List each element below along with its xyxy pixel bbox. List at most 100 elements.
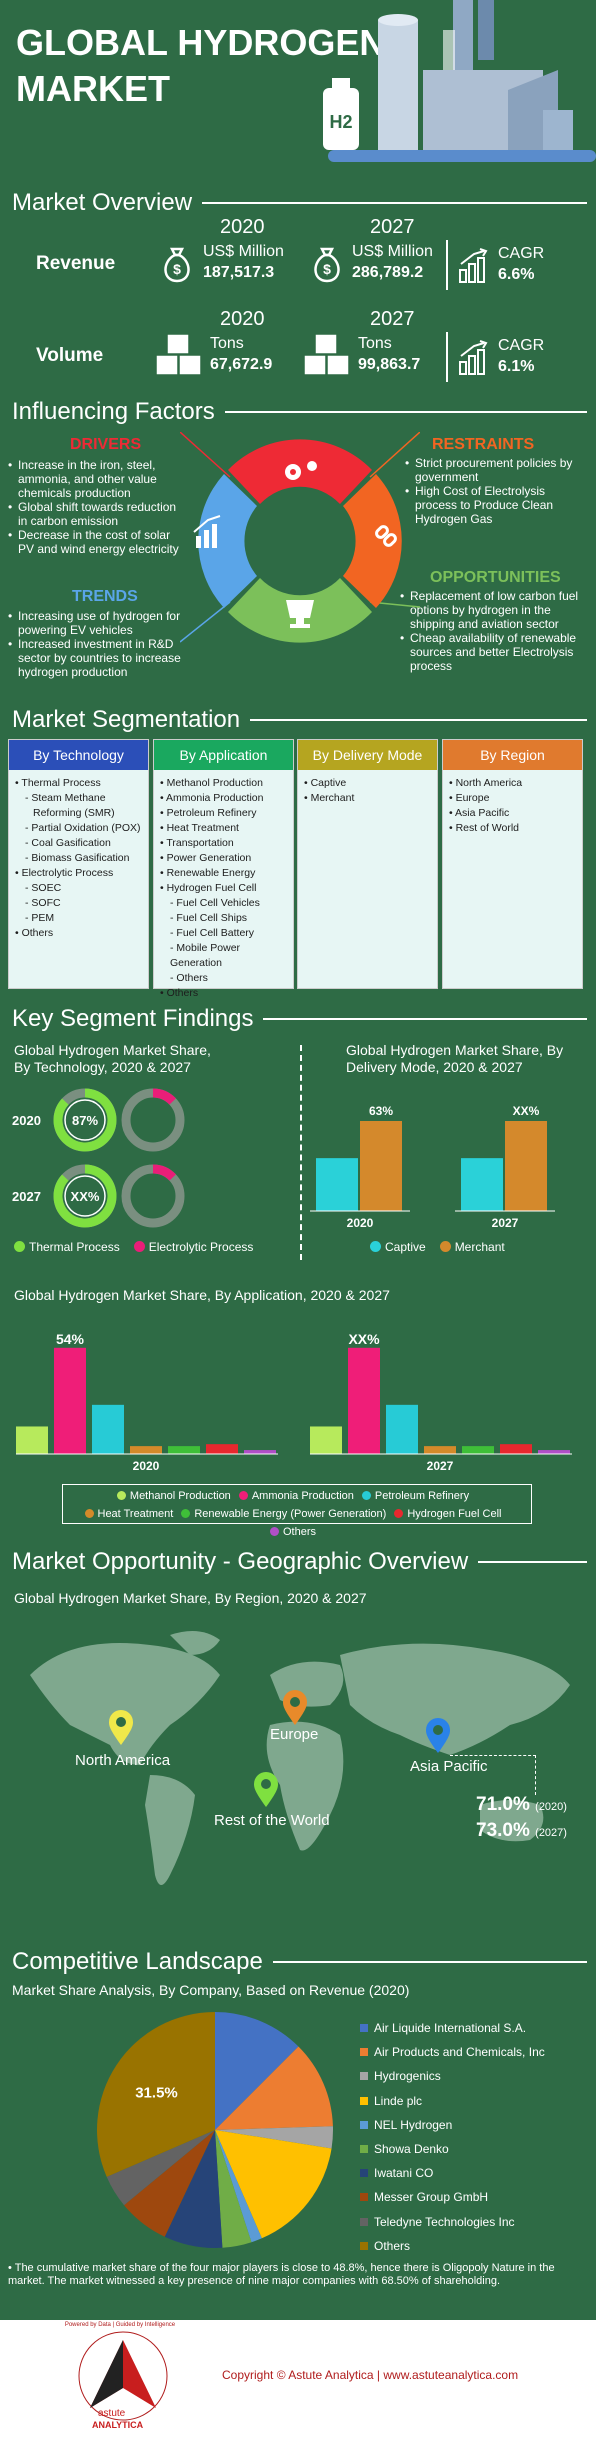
revenue-label: Revenue (36, 253, 116, 274)
legend-item: Showa Denko (360, 2137, 545, 2161)
delivery-legend: Captive Merchant (370, 1240, 519, 1254)
legend-item: Captive (370, 1240, 426, 1254)
vol-year-2027: 2027 (370, 308, 415, 330)
asia-shape (340, 1643, 570, 1755)
pie-label: 31.5% (135, 2085, 178, 2102)
segment-box-header: By Region (443, 740, 582, 770)
divider (202, 202, 587, 204)
divider (250, 719, 587, 721)
application-bar (92, 1404, 124, 1454)
footer-copyright[interactable]: Copyright © Astute Analytica | www.astut… (222, 2368, 519, 2382)
trend-item: Increased investment in R&D sector by co… (8, 637, 188, 679)
legend-item: Others (269, 1526, 316, 1538)
influencing-factors-title: Influencing Factors (12, 398, 587, 426)
tech-donut-chart: 2020 87% 2027 XX% (12, 1088, 185, 1228)
segment-item: Others (15, 926, 142, 941)
application-bar (462, 1446, 494, 1454)
segment-item: Ammonia Production (160, 791, 287, 806)
money-bag-icon-2027: $ (314, 247, 340, 283)
south-america-shape (145, 1775, 195, 1885)
application-bar (386, 1404, 418, 1454)
application-bar (244, 1450, 276, 1454)
money-bag-icon: $ (164, 247, 190, 283)
restraint-item: High Cost of Electrolysis process to Pro… (405, 484, 585, 526)
region-chart-title: Global Hydrogen Market Share, By Region,… (14, 1590, 367, 1606)
segment-item: Heat Treatment (160, 821, 287, 836)
divider (263, 1018, 587, 1020)
factory-illustration: H2 (323, 0, 596, 162)
asia-share-2020-year: (2020) (535, 1801, 567, 1813)
segment-item: Petroleum Refinery (160, 806, 287, 821)
astute-logo-icon (78, 2331, 168, 2421)
driver-item: Global shift towards reduction in carbon… (8, 500, 188, 528)
restraints-title: RESTRAINTS (432, 436, 535, 453)
drivers-list: Increase in the iron, steel, ammonia, an… (8, 458, 188, 556)
application-category-label: 2020 (133, 1459, 160, 1473)
legend-item: Heat Treatment (84, 1508, 173, 1520)
pie-slice (164, 2130, 223, 2248)
boxes-icon-2027 (303, 333, 350, 376)
header-title: GLOBAL HYDROGEN MARKET (16, 20, 385, 112)
legend-item: NEL Hydrogen (360, 2113, 545, 2137)
world-map (30, 1631, 570, 1885)
asia-share-2027-year: (2027) (535, 1827, 567, 1839)
delivery-bar (360, 1121, 402, 1211)
delivery-bar (316, 1158, 358, 1211)
factory-chimney (453, 0, 473, 70)
application-bar-chart: 54% 2020 XX% 2027 (16, 1331, 572, 1473)
delivery-bar-label: XX% (513, 1104, 540, 1118)
divider (478, 1561, 587, 1563)
asia-share-2020-value: 71.0% (476, 1794, 530, 1815)
segment-item: Others (160, 971, 287, 986)
application-bar (348, 1347, 380, 1454)
segment-box-header: By Technology (9, 740, 148, 770)
drivers-title: DRIVERS (70, 436, 142, 453)
vol-unit-2020: Tons (210, 335, 244, 352)
delivery-chart-title: Global Hydrogen Market Share, By Deliver… (346, 1042, 564, 1075)
segment-box-header: By Delivery Mode (298, 740, 437, 770)
vol-vertical-divider (446, 332, 448, 382)
segment-item: Fuel Cell Battery (160, 926, 287, 941)
legend-item: Hydrogen Fuel Cell (394, 1508, 501, 1520)
company-chart-title: Market Share Analysis, By Company, Based… (12, 1982, 410, 1998)
tech-donut-label: XX% (71, 1189, 100, 1204)
restraints-list: Strict procurement policies by governmen… (405, 456, 585, 526)
region-europe: Europe (270, 1726, 319, 1743)
vol-unit-2027: Tons (358, 335, 392, 352)
opportunity-item: Cheap availability of renewable sources … (400, 631, 588, 673)
application-bar (538, 1450, 570, 1454)
pin-asia-pacific-icon (426, 1718, 450, 1753)
rev-unit-2027: US$ Million (352, 243, 433, 260)
rev-cagr-value: 6.6% (498, 266, 535, 283)
rev-year-2020: 2020 (220, 216, 265, 238)
rev-year-2027: 2027 (370, 216, 415, 238)
legend-item: Merchant (439, 1240, 505, 1254)
segment-item: Coal Gasification (15, 836, 142, 851)
pie-slice (124, 2130, 215, 2237)
pie-slice (215, 2130, 252, 2248)
segment-item: Thermal Process (15, 776, 142, 791)
segment-item: Fuel Cell Ships (160, 911, 287, 926)
application-bar (16, 1426, 48, 1454)
legend-item: Renewable Energy (Power Generation) (181, 1508, 386, 1520)
company-pie-chart: 31.5% (96, 2012, 333, 2248)
delivery-bar (461, 1158, 503, 1211)
africa-shape (266, 1721, 344, 1851)
legend-item: Ammonia Production (238, 1490, 354, 1502)
segment-item: Electrolytic Process (15, 866, 142, 881)
market-segmentation-heading: Market Segmentation (12, 706, 241, 733)
pie-slice (215, 2012, 299, 2130)
legend-item: Iwatani CO (360, 2161, 545, 2185)
pie-slice (215, 2046, 333, 2130)
application-bar (130, 1446, 162, 1454)
delivery-bar-label: 63% (369, 1104, 393, 1118)
factors-ring (180, 432, 420, 643)
vol-value-2027: 99,863.7 (358, 356, 421, 373)
growth-chart-icon (459, 248, 488, 283)
key-segment-findings-heading: Key Segment Findings (12, 1005, 254, 1032)
vol-value-2020: 67,672.9 (210, 356, 273, 373)
greenland-shape (170, 1631, 220, 1655)
rev-value-2027: 286,789.2 (352, 264, 424, 281)
australia-shape (480, 1800, 544, 1842)
